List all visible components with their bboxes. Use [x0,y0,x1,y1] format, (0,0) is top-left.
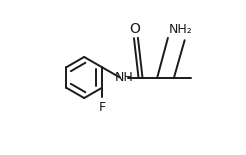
Text: NH₂: NH₂ [169,23,192,36]
Text: F: F [98,101,106,114]
Text: O: O [130,22,141,36]
Text: NH: NH [114,71,133,84]
